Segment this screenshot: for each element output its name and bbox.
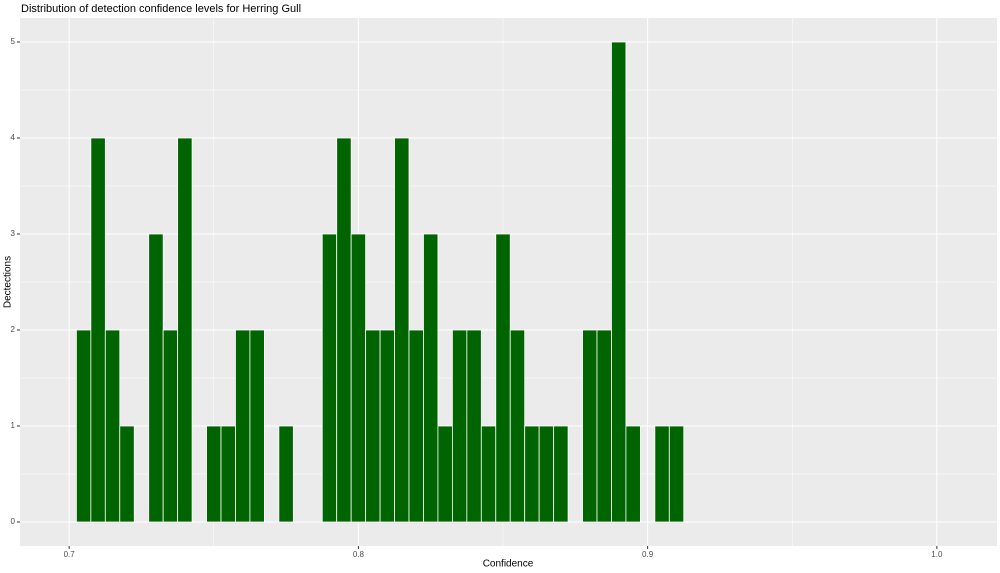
bar [162, 329, 179, 523]
bar [278, 425, 294, 523]
bar [75, 329, 92, 523]
x-tick-label: 0.8 [353, 550, 365, 559]
bar [480, 425, 497, 523]
bar [582, 329, 598, 523]
x-axis-title: Confidence [483, 559, 534, 570]
bar [466, 329, 482, 523]
bar [437, 425, 453, 523]
bar [668, 425, 685, 523]
bar [509, 329, 526, 523]
bar [177, 137, 193, 523]
bar [423, 233, 439, 523]
bar [220, 425, 236, 523]
bar [451, 329, 468, 523]
bar [148, 233, 164, 523]
y-tick-label: 1 [11, 421, 16, 430]
y-tick-label: 2 [11, 325, 16, 334]
bar [104, 329, 121, 523]
y-tick-label: 5 [11, 37, 16, 46]
bar [611, 41, 627, 523]
bar [654, 425, 670, 523]
bar [336, 137, 352, 523]
bar [119, 425, 135, 523]
bar [90, 137, 106, 523]
bar [206, 425, 222, 523]
bar [524, 425, 540, 523]
x-tick-label: 0.9 [642, 550, 654, 559]
bar [538, 425, 555, 523]
bar [408, 329, 424, 523]
chart-title: Distribution of detection confidence lev… [21, 3, 301, 15]
y-tick-label: 0 [11, 517, 16, 526]
bar [365, 329, 381, 523]
bar [625, 425, 641, 523]
bar [249, 329, 265, 523]
y-tick-label: 3 [11, 229, 16, 238]
bar [495, 233, 511, 523]
x-tick-label: 0.7 [64, 550, 76, 559]
bar [394, 137, 410, 523]
bar [350, 233, 367, 523]
bar [321, 233, 338, 523]
bar [379, 329, 395, 523]
x-tick-label: 1.0 [931, 550, 943, 559]
y-axis-title: Dectections [3, 256, 14, 308]
bar [596, 329, 612, 523]
bar [553, 425, 569, 523]
bar [235, 329, 251, 523]
y-tick-label: 4 [11, 133, 16, 142]
